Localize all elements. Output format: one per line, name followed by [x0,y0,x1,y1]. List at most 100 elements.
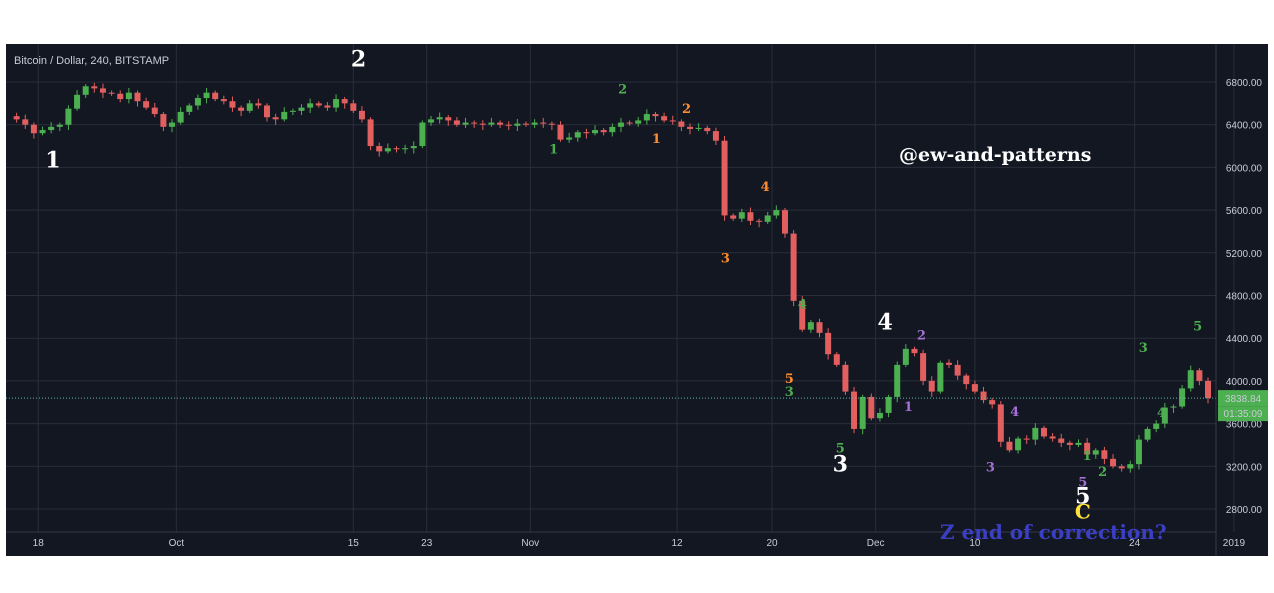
candle-body [522,123,529,125]
y-tick-label: 3600.00 [1226,420,1263,431]
candle-body [911,348,918,354]
x-tick-label: 18 [33,538,45,549]
y-axis: 6800.00 6400.00 6000.00 5600.00 5200.00 4800.… [1215,44,1263,556]
x-tick-label: 23 [421,538,433,549]
candle-body [220,99,227,102]
candle-body [1161,407,1168,424]
candle-body [125,92,132,100]
candle-body [540,122,547,124]
candle-body [1084,442,1091,455]
candle-body [548,123,555,125]
candle-body [1170,406,1177,408]
candle-body [1179,388,1186,407]
candle-body [263,105,270,118]
wave-label: 4 [1157,406,1166,421]
candle-body [246,103,253,111]
candle-body [1118,466,1125,469]
x-tick-label: Nov [521,538,539,549]
y-tick-label: 4400.00 [1226,334,1263,345]
candle-body [687,126,694,129]
candle-body [678,121,685,127]
candle-body [1066,442,1073,445]
wave-label: 2 [618,83,627,98]
y-tick-label: 5600.00 [1226,206,1263,217]
x-tick-label: 2019 [1223,538,1246,549]
candle-body [747,212,754,221]
candle-body [1101,450,1108,459]
candle-body [1153,423,1160,429]
wave-label: 3 [833,452,848,478]
candle-body [74,94,81,109]
candle-body [902,348,909,365]
candle-body [436,117,443,120]
candle-body [108,92,115,94]
candle-body [997,404,1004,442]
candle-body [30,124,37,134]
candle-body [1092,450,1099,455]
candle-body [212,92,219,100]
wave-label: 2 [917,328,926,343]
candle-body [13,116,20,120]
candle-body [255,103,262,106]
candle-body [1196,370,1203,381]
wave-label: 2 [1098,465,1107,480]
candle-body [410,146,417,149]
candle-body [65,108,72,125]
candle-body [876,412,883,419]
wave-label: 2 [351,47,366,73]
candle-body [462,122,469,125]
candle-body [1075,442,1082,445]
wave-label: 5 [836,441,845,456]
candle-body [1032,427,1039,440]
candle-body [894,364,901,397]
candle-body [928,380,935,392]
candle-body [471,122,478,124]
candle-body [281,111,288,120]
candle-body [1205,380,1211,398]
candle-body [186,105,193,112]
btc-price-chart[interactable]: 6800.00 6400.00 6000.00 5600.00 5200.00 4800.… [6,44,1268,556]
candle-body [807,322,814,330]
candle-body [324,105,331,108]
candle-body [393,148,400,150]
candle-body [453,120,460,125]
candle-body [609,126,616,133]
x-tick-label: Oct [169,538,185,549]
candle-body [669,120,676,122]
y-tick-label: 6400.00 [1226,121,1263,132]
candle-body [272,117,279,120]
candle-body [160,114,167,127]
candle-body [833,354,840,365]
candle-body [1110,458,1117,467]
candle-body [117,93,124,100]
correction-note: Z end of correction? [940,520,1167,544]
y-tick-label: 4000.00 [1226,377,1263,388]
wave-label: 1 [45,147,60,173]
candle-body [143,101,150,108]
wave-label: 1 [904,400,913,415]
candle-body [661,116,668,121]
candles [13,82,1211,473]
candle-body [756,220,763,222]
x-tick-label: 20 [766,538,778,549]
candle-body [229,101,236,108]
candle-body [643,114,650,121]
candle-body [937,362,944,392]
y-tick-label: 6800.00 [1226,78,1263,89]
candle-body [333,99,340,108]
wave-label: 5 [1193,320,1202,335]
candle-body [177,111,184,123]
candle-body [704,127,711,132]
candle-body [989,400,996,405]
last-price-value: 3838.84 [1225,394,1262,405]
wave-label: C [1075,500,1091,524]
wave-label: 4 [1010,405,1019,420]
candle-body [428,119,435,123]
candle-body [402,148,409,150]
candle-body [488,122,495,125]
candle-body [825,332,832,355]
chart-frame: 6800.00 6400.00 6000.00 5600.00 5200.00 4800.… [6,44,1268,556]
candle-body [712,131,719,141]
x-tick-label: Dec [867,538,885,549]
